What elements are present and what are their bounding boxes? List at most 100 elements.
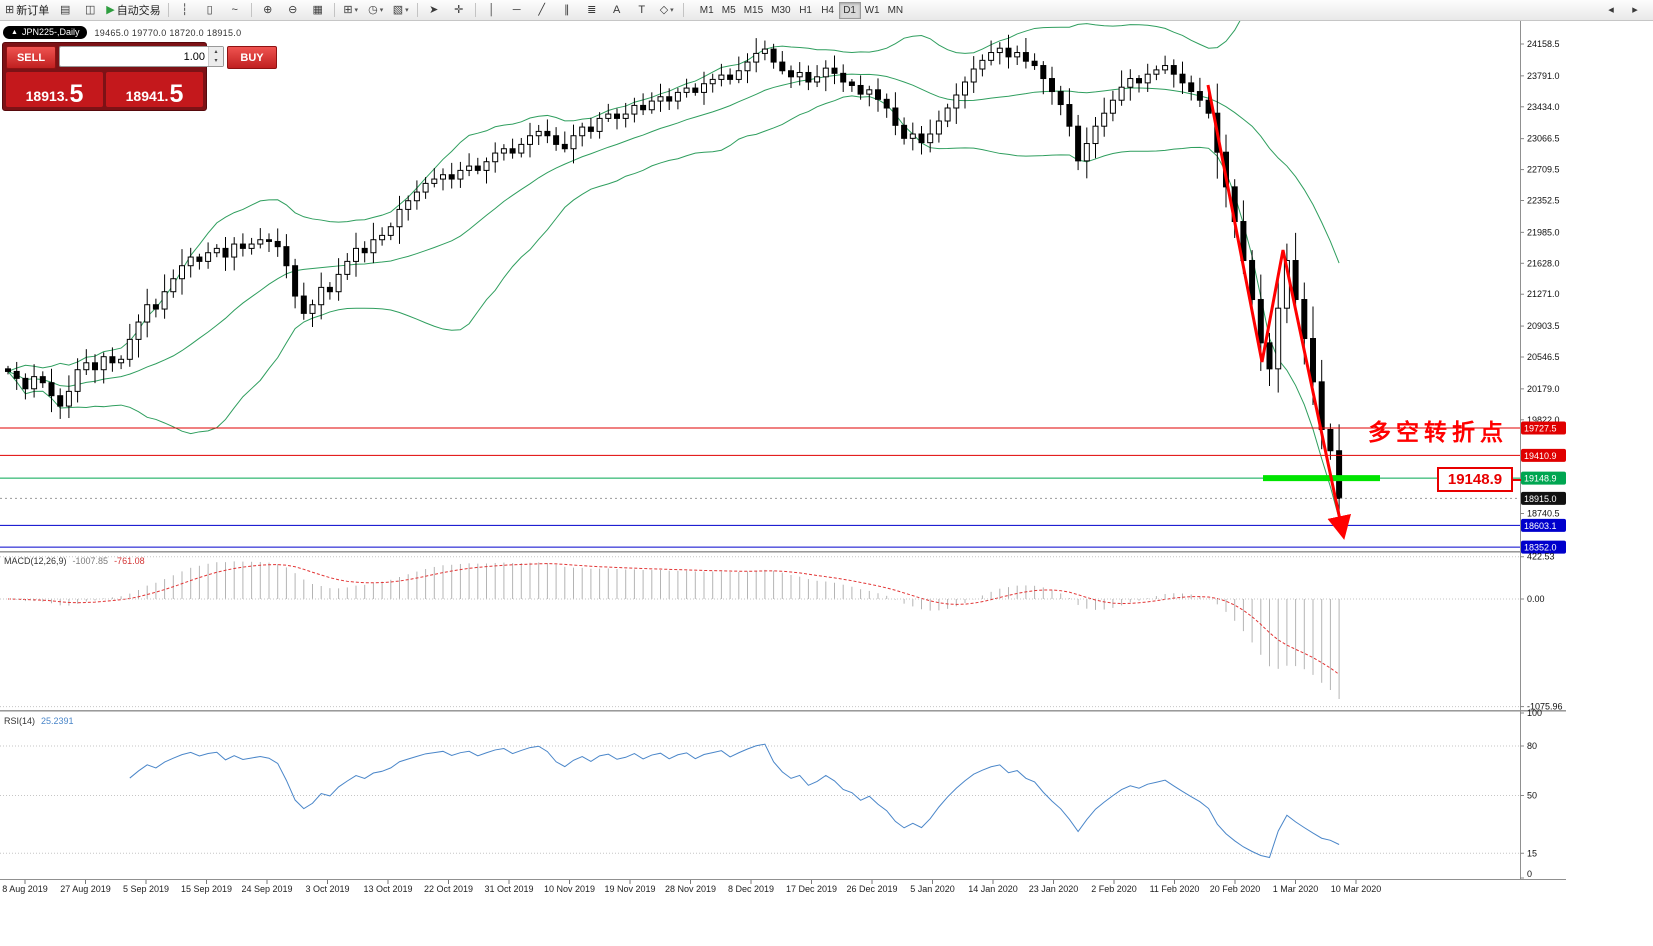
profiles-icon: ◷ <box>368 3 378 16</box>
cursor-icon: ➤ <box>429 3 439 16</box>
svg-text:18603.1: 18603.1 <box>1524 521 1557 531</box>
timeframe-mn[interactable]: MN <box>887 4 904 16</box>
rsi-panel[interactable]: 100 80 50 15 0 <box>0 708 1542 879</box>
svg-text:422.53: 422.53 <box>1527 552 1555 562</box>
macd-panel[interactable]: 422.53 0.00 -1075.96 <box>0 552 1563 712</box>
timeframe-h4[interactable]: H4 <box>821 4 834 16</box>
tile-windows-button[interactable]: ▦ <box>306 1 330 20</box>
toolbar-left-icon: ◂ <box>1608 3 1614 16</box>
new-chart-button[interactable]: ⊞ ▾ <box>339 1 363 20</box>
bar-chart-button[interactable]: ┆ <box>173 1 197 20</box>
candlesticks <box>5 34 1343 516</box>
data-window-button[interactable]: ◫ <box>78 1 102 20</box>
svg-text:5 Sep 2019: 5 Sep 2019 <box>123 884 169 894</box>
svg-text:80: 80 <box>1527 741 1537 751</box>
turning-point-annotation[interactable]: 多空转折点 <box>1368 420 1508 446</box>
main-chart-plot[interactable] <box>5 0 1343 519</box>
equidistant-channel-icon: ∥ <box>563 3 570 16</box>
toolbar-right-button[interactable]: ▸ <box>1623 1 1647 20</box>
svg-text:27 Aug 2019: 27 Aug 2019 <box>60 884 111 894</box>
chart-symbol-label: JPN225-,Daily <box>21 27 80 37</box>
zoom-in-button[interactable]: ⊕ <box>256 1 280 20</box>
svg-text:19410.9: 19410.9 <box>1524 451 1557 461</box>
sell-button[interactable]: SELL <box>6 46 56 69</box>
toolbar-separator <box>333 3 335 17</box>
support-price-tag[interactable]: 19148.9 <box>1437 467 1513 492</box>
timeframe-m30[interactable]: M30 <box>771 4 791 16</box>
chart-symbol-pill[interactable]: ▲ JPN225-,Daily <box>3 26 88 39</box>
charts-toolbar-icon: ▤ <box>60 3 71 16</box>
svg-text:18915.0: 18915.0 <box>1524 494 1557 504</box>
profiles-button[interactable]: ◷ ▾ <box>364 1 388 20</box>
trend-arrow[interactable] <box>1206 84 1352 540</box>
buy-price-main: 18941. <box>125 88 169 105</box>
horizontal-lines[interactable] <box>0 427 1520 548</box>
vertical-line-button[interactable]: │ <box>480 1 504 20</box>
chart-ohlc-readout: 19465.0 19770.0 18720.0 18915.0 <box>94 27 242 38</box>
svg-text:23066.5: 23066.5 <box>1527 134 1560 144</box>
arrows-button[interactable]: ◇ ▾ <box>655 1 679 20</box>
line-chart-button[interactable]: ~ <box>223 1 247 20</box>
svg-text:5 Jan 2020: 5 Jan 2020 <box>910 884 955 894</box>
zoom-out-button[interactable]: ⊖ <box>281 1 305 20</box>
timeframe-w1[interactable]: W1 <box>864 4 880 16</box>
crosshair-button[interactable]: ✛ <box>447 1 471 20</box>
svg-text:10 Nov 2019: 10 Nov 2019 <box>544 884 595 894</box>
zoom-out-icon: ⊖ <box>288 3 298 16</box>
templates-button[interactable]: ▧ ▾ <box>389 1 413 20</box>
horizontal-line-icon: ─ <box>512 3 521 16</box>
trendline-button[interactable]: ╱ <box>530 1 554 20</box>
panel-dividers[interactable] <box>0 21 1566 880</box>
new-order-button[interactable]: ⊞ 新订单 <box>2 1 52 20</box>
date-axis[interactable]: 8 Aug 2019 27 Aug 2019 5 Sep 2019 15 Sep 20… <box>2 880 1381 894</box>
horizontal-line-button[interactable]: ─ <box>505 1 529 20</box>
svg-text:21985.0: 21985.0 <box>1527 227 1560 237</box>
svg-text:10 Mar 2020: 10 Mar 2020 <box>1331 884 1382 894</box>
volume-input[interactable] <box>60 47 208 66</box>
svg-text:18352.0: 18352.0 <box>1524 543 1557 553</box>
buy-button[interactable]: BUY <box>227 46 277 69</box>
sell-price-display[interactable]: 18913. 5 <box>6 72 103 107</box>
one-click-trading-panel: SELL ▴ ▾ BUY 18913. 5 18941. 5 <box>2 42 277 111</box>
autotrading-button[interactable]: ▶ 自动交易 <box>103 1 163 20</box>
buy-price-big-digit: 5 <box>169 79 184 108</box>
candlestick-chart-button[interactable]: ▯ <box>198 1 222 20</box>
equidistant-channel-button[interactable]: ∥ <box>555 1 579 20</box>
cursor-button[interactable]: ➤ <box>422 1 446 20</box>
timeframe-d1[interactable]: D1 <box>838 1 861 19</box>
text-label-button[interactable]: T <box>630 1 654 20</box>
buy-price-display[interactable]: 18941. 5 <box>106 72 203 107</box>
text-button[interactable]: A <box>605 1 629 20</box>
svg-text:20 Feb 2020: 20 Feb 2020 <box>1210 884 1261 894</box>
toolbar-separator <box>474 3 476 17</box>
timeframe-m5[interactable]: M5 <box>721 4 736 16</box>
svg-text:19727.5: 19727.5 <box>1524 423 1557 433</box>
timeframe-m1[interactable]: M1 <box>699 4 714 16</box>
svg-text:31 Oct 2019: 31 Oct 2019 <box>484 884 533 894</box>
toolbar-right-icon: ▸ <box>1632 3 1638 16</box>
volume-down-icon[interactable]: ▾ <box>209 56 223 66</box>
svg-text:21628.0: 21628.0 <box>1527 258 1560 268</box>
price-scale[interactable]: 24158.5 23791.0 23434.0 23066.5 22709.5 22352… <box>1520 39 1566 554</box>
new-order-label: 新订单 <box>16 5 50 17</box>
volume-up-icon[interactable]: ▴ <box>209 47 223 57</box>
timeframe-m15[interactable]: M15 <box>743 4 764 16</box>
svg-text:24 Sep 2019: 24 Sep 2019 <box>241 884 292 894</box>
svg-text:18740.5: 18740.5 <box>1527 509 1560 519</box>
timeframe-h1[interactable]: H1 <box>799 4 812 16</box>
crosshair-icon: ✛ <box>454 3 464 16</box>
toolbar-left-button[interactable]: ◂ <box>1599 1 1623 20</box>
fibonacci-button[interactable]: ≣ <box>580 1 604 20</box>
rsi-label: RSI(14) 25.2391 <box>4 716 74 726</box>
toolbar-separator <box>416 3 418 17</box>
toolbar-separator <box>250 3 252 17</box>
svg-text:15 Sep 2019: 15 Sep 2019 <box>181 884 232 894</box>
charts-toolbar-button[interactable]: ▤ <box>53 1 77 20</box>
svg-text:50: 50 <box>1527 791 1537 801</box>
zoom-in-icon: ⊕ <box>263 3 273 16</box>
svg-text:13 Oct 2019: 13 Oct 2019 <box>363 884 412 894</box>
svg-text:20179.0: 20179.0 <box>1527 384 1560 394</box>
svg-text:26 Dec 2019: 26 Dec 2019 <box>846 884 897 894</box>
svg-text:-1075.96: -1075.96 <box>1527 702 1563 712</box>
